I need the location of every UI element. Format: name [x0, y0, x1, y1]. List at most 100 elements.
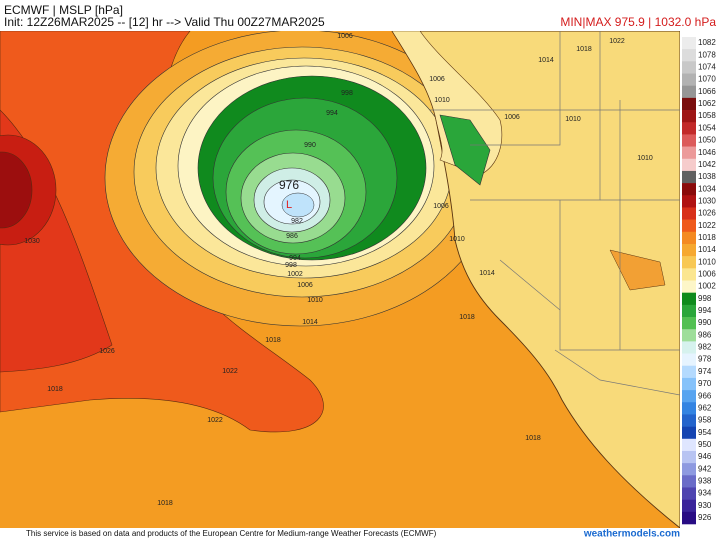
contour-label: 1006 — [429, 76, 445, 83]
colorbar-label: 978 — [698, 355, 712, 364]
contour-label: 994 — [289, 255, 301, 262]
colorbar-swatch — [682, 511, 696, 525]
contour-label: 1014 — [479, 270, 495, 277]
brand[interactable]: weathermodels.com — [583, 529, 680, 540]
contour-label: 986 — [286, 233, 298, 240]
colorbar-label: 1014 — [698, 245, 716, 254]
colorbar-label: 990 — [698, 318, 712, 327]
colorbar-swatch — [682, 280, 696, 293]
contour-label: 1010 — [565, 116, 581, 123]
colorbar-label: 1010 — [698, 257, 716, 266]
colorbar-swatch — [682, 365, 696, 379]
colorbar-label: 1046 — [698, 148, 716, 157]
colorbar: 1082 1078 1074 1070 1066 1062 1058 1054 1050 1046… — [682, 37, 716, 525]
contour-label: 1010 — [449, 236, 465, 243]
pressure-area — [281, 192, 315, 218]
min-max: MIN|MAX 975.9 | 1032.0 hPa — [560, 15, 716, 29]
colorbar-swatch — [682, 110, 696, 123]
contour-label: 1030 — [24, 238, 40, 245]
colorbar-swatch — [682, 243, 696, 257]
colorbar-label: 1062 — [698, 99, 716, 108]
contour-label: 1006 — [297, 282, 313, 289]
colorbar-swatch — [682, 61, 696, 74]
colorbar-swatch — [682, 317, 696, 330]
contour-label: 1006 — [337, 33, 353, 40]
colorbar-swatch — [682, 134, 696, 147]
colorbar-label: 1006 — [698, 270, 716, 279]
colorbar-swatch — [682, 341, 696, 354]
colorbar-swatch — [682, 499, 696, 513]
colorbar-swatch — [682, 475, 696, 488]
contour-label: 982 — [291, 218, 303, 225]
contour-label: 1022 — [207, 417, 223, 424]
colorbar-label: 1078 — [698, 50, 716, 59]
colorbar-swatch — [682, 122, 696, 135]
colorbar-label: 1018 — [698, 233, 716, 242]
colorbar-label: 950 — [698, 440, 712, 449]
land-pressure — [439, 114, 491, 186]
colorbar-swatch — [682, 49, 696, 62]
colorbar-label: 994 — [698, 306, 712, 315]
colorbar-label: 938 — [698, 476, 712, 485]
colorbar-swatch — [682, 377, 696, 391]
colorbar-label: 934 — [698, 489, 712, 498]
colorbar-swatch — [682, 438, 696, 452]
colorbar-label: 986 — [698, 330, 712, 339]
colorbar-label: 1002 — [698, 282, 716, 291]
contour-label: 1006 — [433, 203, 449, 210]
colorbar-label: 1034 — [698, 184, 716, 193]
contour-label: 1010 — [307, 297, 323, 304]
colorbar-swatch — [682, 304, 696, 318]
contour-label: 1018 — [265, 337, 281, 344]
land-pressure — [609, 249, 666, 291]
colorbar-swatch — [682, 292, 696, 306]
colorbar-swatch — [682, 158, 696, 172]
contour-label: 994 — [326, 110, 338, 117]
contour-label: 990 — [304, 142, 316, 149]
colorbar-swatch — [682, 463, 696, 476]
colorbar-swatch — [682, 402, 696, 415]
colorbar-label: 1042 — [698, 160, 716, 169]
colorbar-label: 946 — [698, 452, 712, 461]
pressure-area — [0, 151, 33, 229]
colorbar-swatch — [682, 183, 696, 196]
colorbar-swatch — [682, 146, 696, 160]
colorbar-label: 970 — [698, 379, 712, 388]
colorbar-swatch — [682, 231, 696, 245]
colorbar-label: 1026 — [698, 209, 716, 218]
colorbar-swatch — [682, 268, 696, 281]
colorbar-label: 1074 — [698, 63, 716, 72]
colorbar-swatch — [682, 329, 696, 342]
low-value: 976 — [279, 178, 299, 192]
colorbar-label: 942 — [698, 464, 712, 473]
title: ECMWF | MSLP [hPa] — [4, 3, 123, 17]
colorbar-label: 1070 — [698, 75, 716, 84]
colorbar-swatch — [682, 450, 696, 464]
contour-label: 1018 — [576, 46, 592, 53]
colorbar-swatch — [682, 219, 696, 233]
colorbar-swatch — [682, 170, 696, 184]
low-marker: L — [286, 199, 292, 211]
colorbar-label: 974 — [698, 367, 712, 376]
colorbar-swatch — [682, 97, 696, 111]
colorbar-label: 1030 — [698, 196, 716, 205]
colorbar-label: 1050 — [698, 136, 716, 145]
colorbar-label: 954 — [698, 428, 712, 437]
contour-label: 1022 — [222, 368, 238, 375]
contour-label: 1014 — [302, 319, 318, 326]
colorbar-swatch — [682, 256, 696, 269]
colorbar-label: 1022 — [698, 221, 716, 230]
colorbar-swatch — [682, 73, 696, 86]
colorbar-label: 962 — [698, 403, 712, 412]
contour-label: 1002 — [287, 271, 303, 278]
colorbar-swatch — [682, 207, 696, 220]
colorbar-label: 1066 — [698, 87, 716, 96]
contour-label: 1006 — [504, 114, 520, 121]
subtitle: Init: 12Z26MAR2025 -- [12] hr --> Valid … — [4, 15, 325, 29]
contour-label: 998 — [285, 262, 297, 269]
colorbar-label: 958 — [698, 416, 712, 425]
colorbar-swatch — [682, 426, 696, 440]
colorbar-label: 1054 — [698, 123, 716, 132]
contour-labels: 976L990994998982986994998100210061010101… — [24, 33, 653, 507]
